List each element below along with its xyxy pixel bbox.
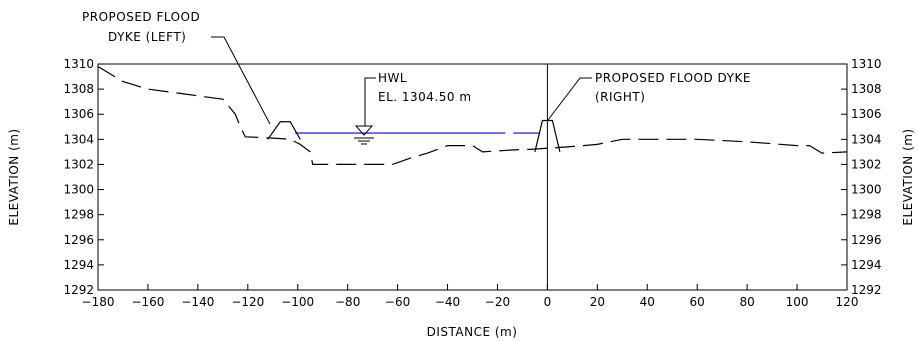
x-tick-label: 100 xyxy=(786,295,809,309)
y-tick-label-left: 1294 xyxy=(63,258,94,272)
label-right-dyke-line1: PROPOSED FLOOD DYKE xyxy=(595,71,751,85)
y-tick-label-right: 1294 xyxy=(851,258,882,272)
x-tick-label: 40 xyxy=(640,295,655,309)
x-tick-label: −180 xyxy=(82,295,115,309)
x-tick-label: 120 xyxy=(836,295,859,309)
dyke-left-outline xyxy=(267,121,301,140)
tick-layer xyxy=(97,63,848,291)
water-level-symbol xyxy=(354,125,374,145)
y-tick-label-right: 1306 xyxy=(851,107,882,121)
x-tick-label: 80 xyxy=(739,295,754,309)
leader-left-dyke xyxy=(211,36,271,125)
label-left-dyke-line2: DYKE (LEFT) xyxy=(108,30,186,44)
y-tick-label-right: 1300 xyxy=(851,183,882,197)
label-hwl-line2: EL. 1304.50 m xyxy=(378,90,472,104)
y-tick-label-right: 1310 xyxy=(851,57,882,71)
x-tick-label: −80 xyxy=(335,295,360,309)
y-tick-label-left: 1306 xyxy=(63,107,94,121)
y-tick-label-left: 1310 xyxy=(63,57,94,71)
y-tick-label-left: 1296 xyxy=(63,233,94,247)
y-tick-label-right: 1296 xyxy=(851,233,882,247)
x-axis-title: DISTANCE (m) xyxy=(427,325,518,339)
y-tick-label-right: 1308 xyxy=(851,82,882,96)
label-left-dyke-line1: PROPOSED FLOOD xyxy=(82,10,200,24)
y-tick-labels-left: 1292 1294 1296 1298 1300 1302 1304 1306 1308 1310 xyxy=(63,57,94,297)
x-tick-label: −100 xyxy=(281,295,314,309)
y-tick-label-left: 1302 xyxy=(63,157,94,171)
y-tick-label-right: 1298 xyxy=(851,208,882,222)
y-axis-title-right: ELEVATION (m) xyxy=(901,128,915,225)
x-tick-label: 20 xyxy=(590,295,605,309)
y-axis-title-left: ELEVATION (m) xyxy=(7,128,21,225)
x-tick-label: 60 xyxy=(690,295,705,309)
x-tick-label: −140 xyxy=(181,295,214,309)
label-right-dyke-line2: (RIGHT) xyxy=(595,90,645,104)
y-tick-label-left: 1308 xyxy=(63,82,94,96)
plot-frame xyxy=(97,63,848,291)
y-tick-label-right: 1304 xyxy=(851,132,882,146)
y-tick-label-right: 1292 xyxy=(851,283,882,297)
y-tick-label-left: 1300 xyxy=(63,183,94,197)
x-tick-label: 0 xyxy=(544,295,552,309)
x-tick-label: −120 xyxy=(231,295,264,309)
leader-hwl xyxy=(364,77,376,126)
y-tick-label-right: 1302 xyxy=(851,157,882,171)
x-tick-label: −160 xyxy=(131,295,164,309)
y-tick-label-left: 1298 xyxy=(63,208,94,222)
leader-right-dyke xyxy=(547,77,592,121)
y-tick-label-left: 1304 xyxy=(63,132,94,146)
x-tick-label: −20 xyxy=(485,295,510,309)
x-tick-labels: −180 −160 −140 −120 −100 −80 −60 −40 −20 0 20 40 60 8… xyxy=(82,295,859,309)
dyke-right-outline xyxy=(534,119,561,153)
y-tick-label-left: 1292 xyxy=(63,283,94,297)
y-tick-labels-right: 1292 1294 1296 1298 1300 1302 1304 1306 1308 1310 xyxy=(851,57,882,297)
label-hwl-line1: HWL xyxy=(378,71,407,85)
x-tick-label: −40 xyxy=(435,295,460,309)
x-tick-label: −60 xyxy=(385,295,410,309)
ground-profile-line xyxy=(97,65,848,165)
